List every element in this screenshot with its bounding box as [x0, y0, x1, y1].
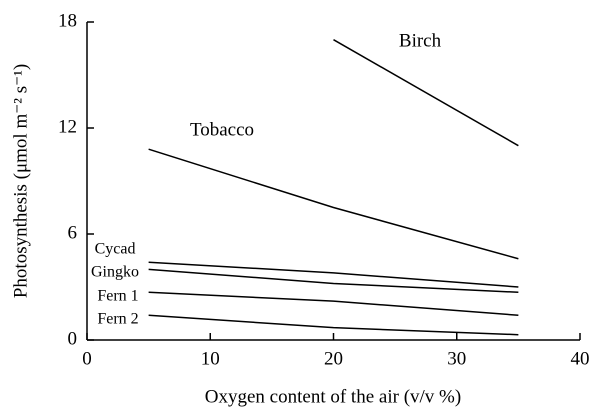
- series-label: Cycad: [95, 241, 136, 258]
- line: [148, 268, 519, 294]
- line: [148, 148, 519, 260]
- series-label: Fern 1: [97, 288, 138, 305]
- series-label: Tobacco: [190, 119, 254, 140]
- line: [333, 39, 519, 147]
- x-axis-label: Oxygen content of the air (v/v %): [205, 386, 461, 407]
- y-tick-label: 12: [58, 116, 77, 137]
- y-tick-label: 6: [68, 222, 78, 243]
- y-axis-label: Photosynthesis (μmol m⁻² s⁻¹): [10, 64, 31, 298]
- line: [148, 314, 519, 336]
- line: [148, 291, 519, 317]
- series-label: Fern 2: [97, 311, 138, 328]
- y-tick-label: 0: [68, 328, 78, 349]
- x-tick-label: 40: [571, 348, 590, 369]
- series-label: Gingko: [91, 264, 139, 281]
- series-label: Birch: [399, 30, 442, 51]
- x-tick-label: 10: [201, 348, 220, 369]
- y-tick-label: 18: [58, 10, 77, 31]
- line: [148, 261, 519, 288]
- x-tick-label: 20: [324, 348, 343, 369]
- x-tick-label: 0: [82, 348, 92, 369]
- x-tick-label: 30: [447, 348, 466, 369]
